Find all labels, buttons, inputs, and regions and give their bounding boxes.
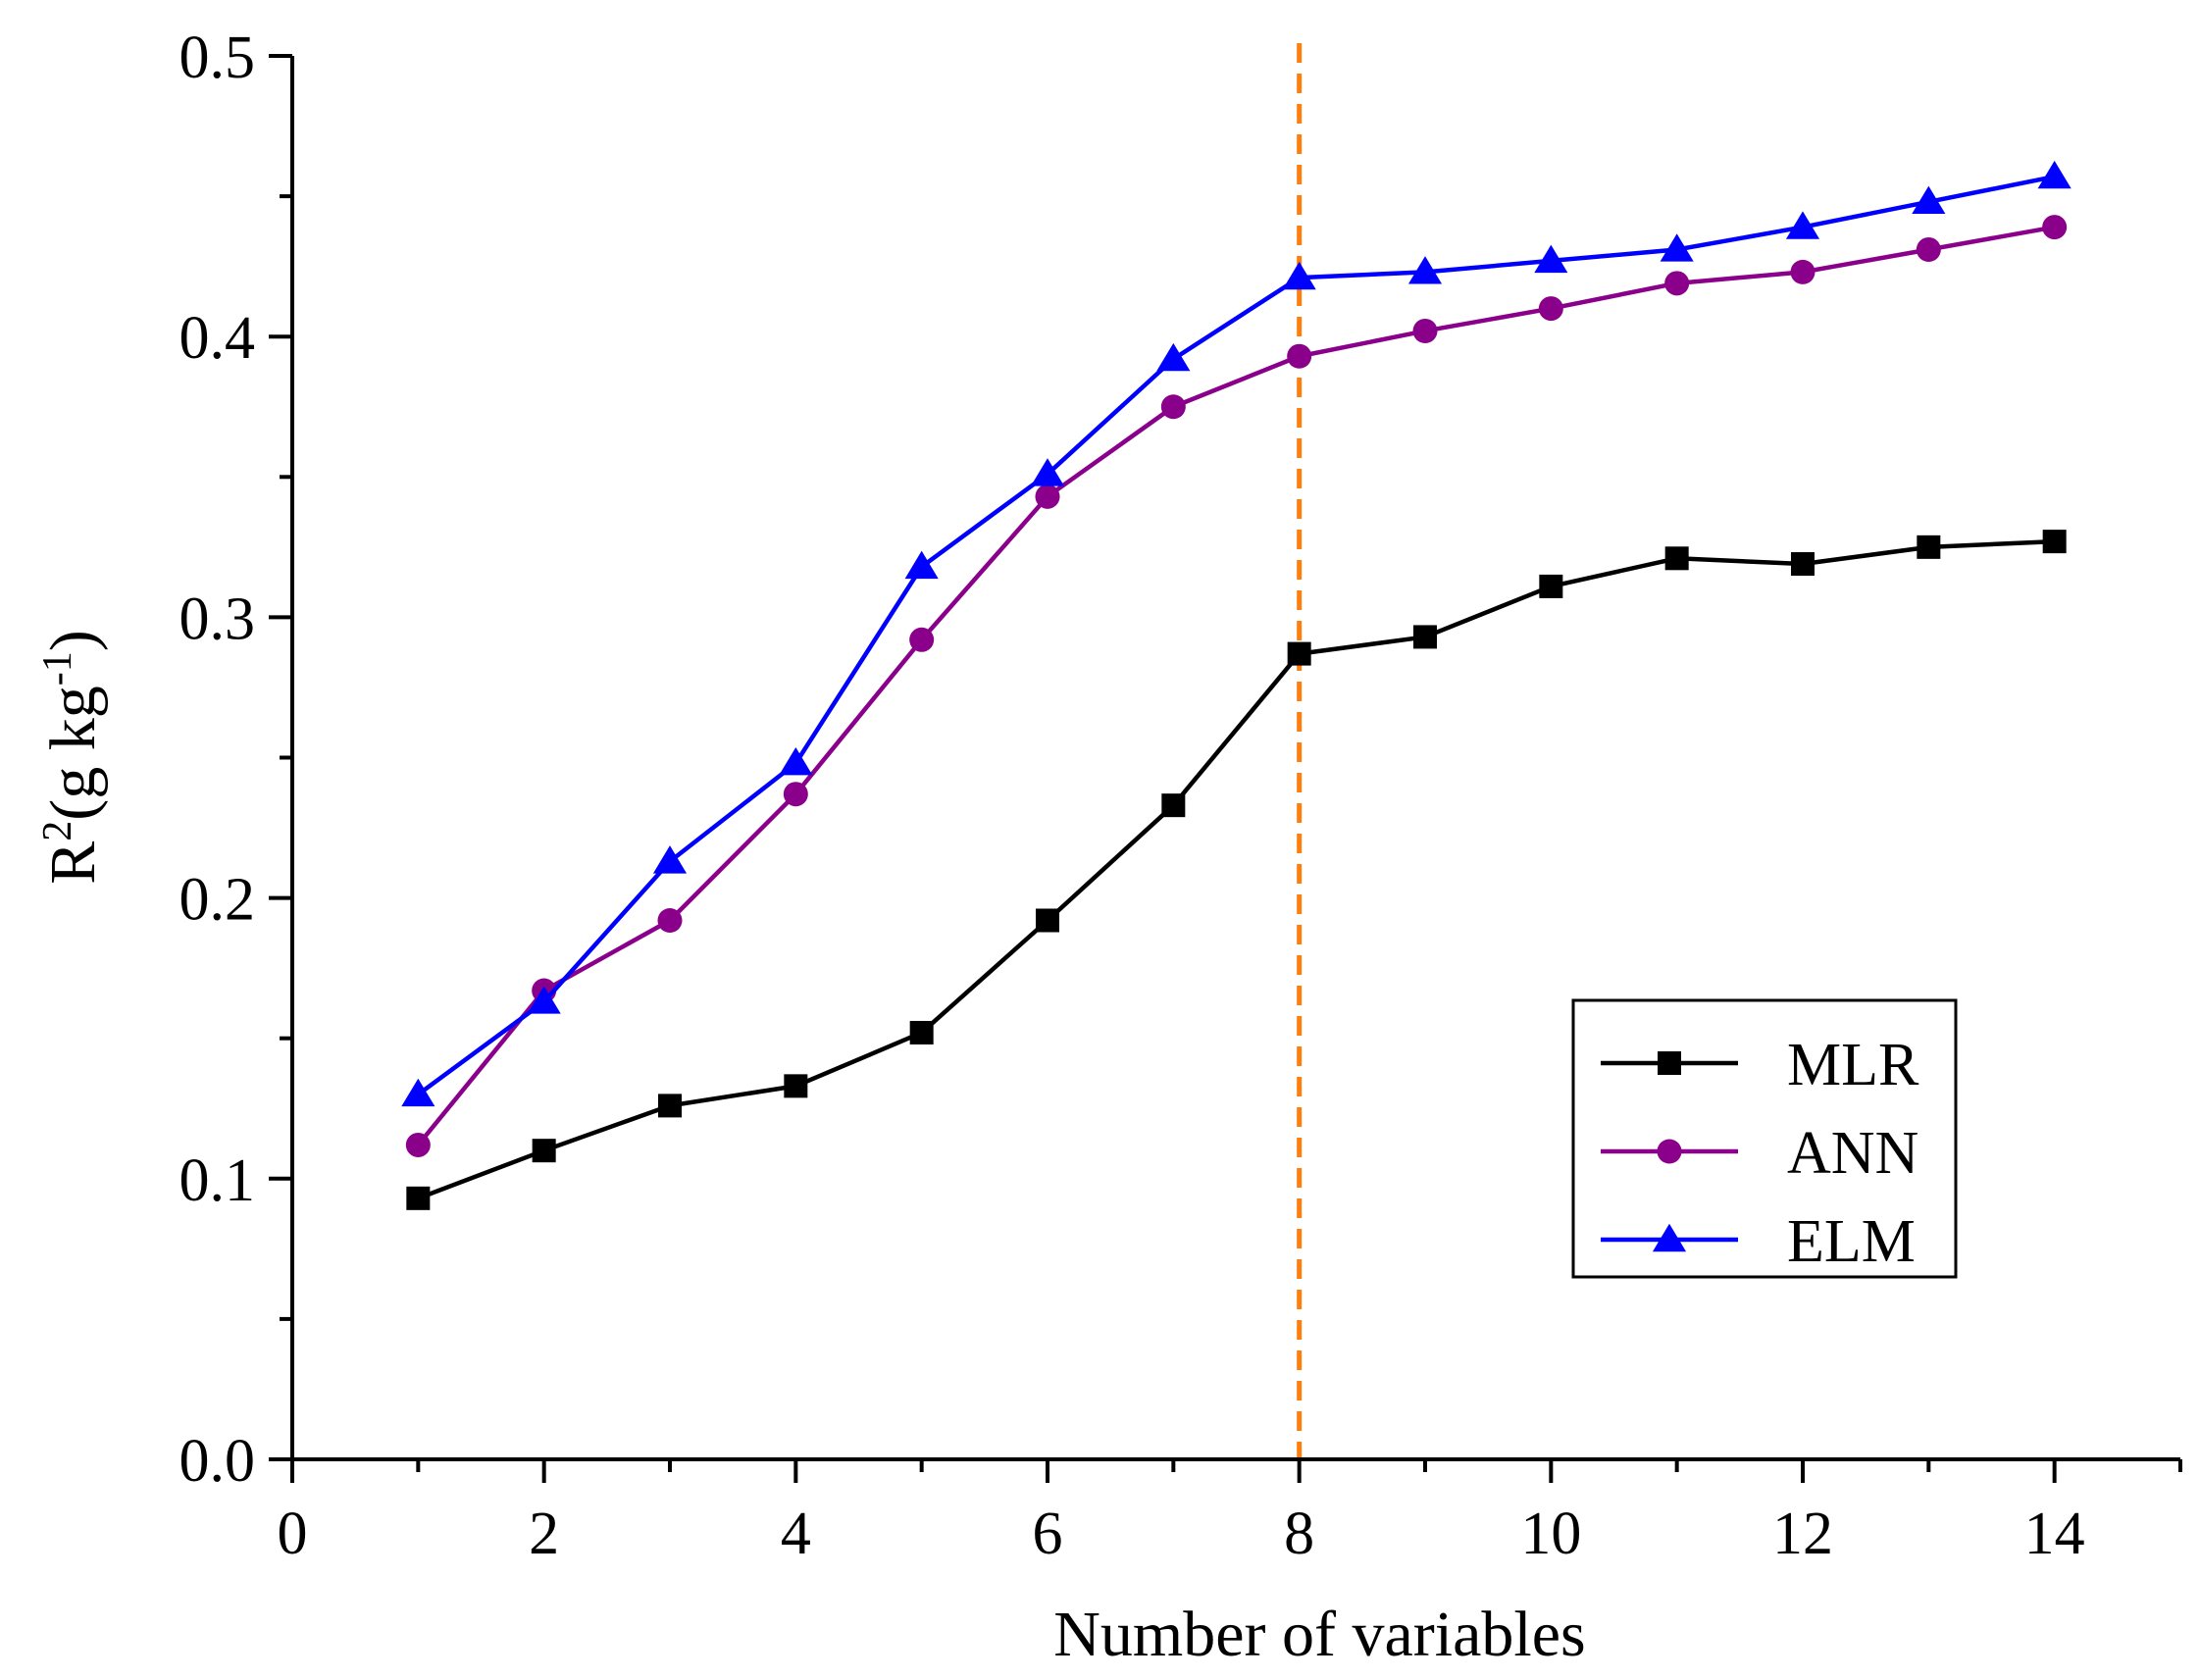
axes-layer: 0.0 0.1 0.2 0.3 0.4 0.5 0 2 4 6 8 10 12 14 Number of v… bbox=[35, 25, 2182, 1670]
data-point-elm-3 bbox=[652, 845, 688, 874]
data-point-ann-7 bbox=[1160, 394, 1186, 420]
series-elm bbox=[401, 160, 2071, 1107]
series-line-mlr bbox=[417, 538, 2055, 1200]
data-point-mlr-3 bbox=[658, 1094, 682, 1118]
data-point-mlr-11 bbox=[1664, 546, 1689, 571]
data-point-elm-14 bbox=[2037, 160, 2071, 189]
x-axis-title: Number of variables bbox=[1053, 1599, 1585, 1670]
y-tick-label: 0.4 bbox=[179, 305, 256, 372]
data-point-ann-4 bbox=[783, 782, 808, 807]
data-point-ann-1 bbox=[405, 1132, 431, 1157]
legend-label: MLR bbox=[1787, 1032, 1919, 1098]
series-mlr bbox=[406, 530, 2067, 1210]
legend-item-elm: ELM bbox=[1601, 1208, 1916, 1275]
data-point-elm-5 bbox=[904, 550, 939, 580]
data-point-ann-5 bbox=[909, 627, 935, 652]
data-point-ann-12 bbox=[1790, 259, 1815, 284]
y-tick-label: 0.5 bbox=[179, 25, 256, 91]
y-tick-label: 0.1 bbox=[179, 1147, 256, 1214]
data-point-mlr-2 bbox=[532, 1139, 556, 1163]
legend-label: ELM bbox=[1787, 1208, 1916, 1275]
data-point-mlr-6 bbox=[1036, 908, 1059, 933]
data-point-mlr-12 bbox=[1791, 552, 1815, 577]
data-point-ann-8 bbox=[1287, 343, 1312, 369]
series-layer bbox=[401, 160, 2071, 1210]
data-point-mlr-9 bbox=[1413, 625, 1437, 649]
legend-item-ann: ANN bbox=[1601, 1120, 1918, 1187]
data-point-elm-2 bbox=[527, 986, 561, 1014]
data-point-ann-9 bbox=[1412, 318, 1438, 343]
series-ann bbox=[405, 215, 2068, 1157]
y-axis-title: R2(g kg-1) bbox=[35, 630, 109, 885]
legend-box bbox=[1571, 998, 1958, 1279]
data-point-mlr-8 bbox=[1287, 641, 1311, 666]
legend-swatch-marker bbox=[1657, 1139, 1682, 1164]
data-point-mlr-13 bbox=[1917, 535, 1941, 559]
legend-item-mlr: MLR bbox=[1601, 1032, 1919, 1098]
legend-swatch-marker bbox=[1658, 1051, 1681, 1075]
x-tick-label: 14 bbox=[2024, 1501, 2085, 1567]
x-tick-label: 4 bbox=[781, 1501, 811, 1567]
x-tick-label: 12 bbox=[1772, 1501, 1833, 1567]
legend: MLR ANN ELM bbox=[1571, 998, 1958, 1279]
data-point-mlr-14 bbox=[2042, 530, 2067, 554]
y-tick-label: 0.2 bbox=[179, 867, 256, 934]
data-point-ann-13 bbox=[1916, 236, 1941, 262]
data-point-mlr-10 bbox=[1539, 574, 1563, 598]
data-point-mlr-5 bbox=[909, 1020, 934, 1044]
data-point-mlr-1 bbox=[406, 1186, 431, 1210]
x-tick-label: 8 bbox=[1284, 1501, 1314, 1567]
y-tick-label: 0.3 bbox=[179, 585, 256, 652]
data-point-elm-13 bbox=[1912, 185, 1946, 215]
data-point-elm-7 bbox=[1156, 342, 1191, 372]
data-point-elm-10 bbox=[1534, 244, 1568, 274]
legend-label: ANN bbox=[1787, 1120, 1918, 1187]
data-point-elm-11 bbox=[1660, 233, 1694, 262]
data-point-ann-6 bbox=[1035, 484, 1060, 509]
data-point-ann-3 bbox=[657, 907, 683, 933]
data-point-elm-4 bbox=[779, 746, 813, 776]
data-point-ann-10 bbox=[1538, 296, 1563, 322]
data-point-ann-14 bbox=[2042, 215, 2068, 240]
data-point-elm-8 bbox=[1282, 261, 1316, 290]
data-point-elm-12 bbox=[1785, 211, 1820, 239]
data-point-ann-11 bbox=[1664, 271, 1690, 296]
legend-swatch-marker bbox=[1652, 1223, 1687, 1252]
series-line-elm bbox=[416, 174, 2056, 1096]
x-tick-label: 6 bbox=[1033, 1501, 1063, 1567]
data-point-elm-1 bbox=[401, 1078, 435, 1107]
x-tick-label: 10 bbox=[1520, 1501, 1581, 1567]
series-line-ann bbox=[416, 225, 2056, 1146]
data-point-elm-9 bbox=[1407, 256, 1443, 284]
x-tick-label: 2 bbox=[529, 1501, 559, 1567]
data-point-mlr-4 bbox=[784, 1074, 808, 1098]
data-point-elm-6 bbox=[1030, 458, 1065, 486]
x-tick-label: 0 bbox=[278, 1501, 308, 1567]
data-point-mlr-7 bbox=[1161, 793, 1186, 818]
y-tick-label: 0.0 bbox=[179, 1428, 256, 1495]
